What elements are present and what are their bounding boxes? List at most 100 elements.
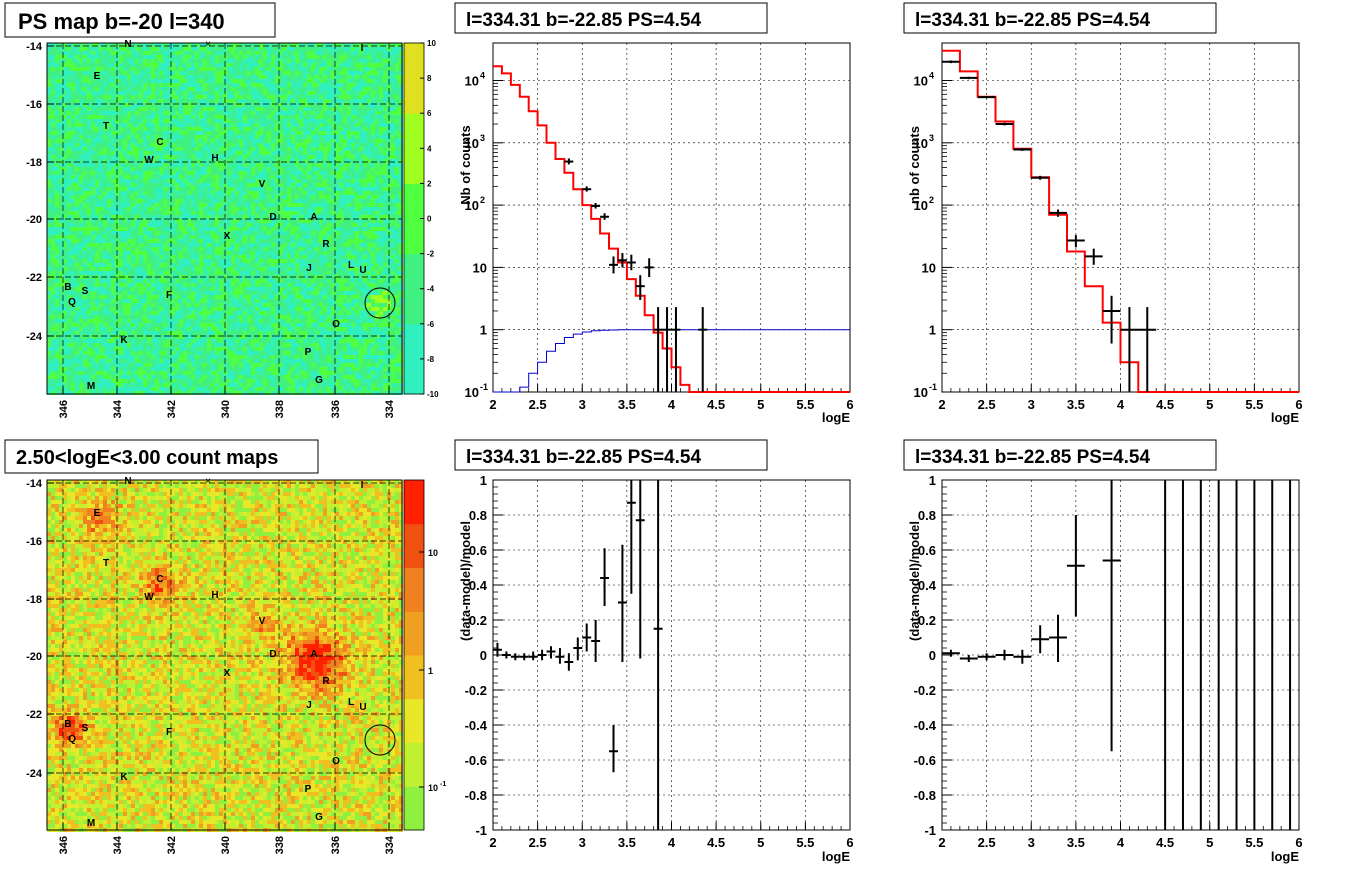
psmap-cell [51, 211, 55, 215]
psmap-cell [55, 95, 59, 99]
psmap-cell [175, 47, 179, 51]
psmap-cell [131, 103, 135, 107]
psmap-cell [343, 147, 347, 151]
psmap-cell [215, 207, 219, 211]
psmap-cell [183, 175, 187, 179]
psmap-cell [167, 171, 171, 175]
psmap-cell [267, 175, 271, 179]
psmap-cell [375, 51, 379, 55]
psmap-cell [339, 175, 343, 179]
psmap-cell [383, 131, 387, 135]
psmap-cell [195, 211, 199, 215]
psmap-cell [287, 187, 291, 191]
psmap-cell [255, 95, 259, 99]
psmap-cell [247, 95, 251, 99]
psmap-cell [119, 215, 123, 219]
psmap-cell [155, 203, 159, 207]
psmap-cell [171, 163, 175, 167]
psmap-cell [315, 87, 319, 91]
psmap-cell [227, 171, 231, 175]
psmap-cell [75, 159, 79, 163]
psmap-cell [47, 107, 51, 111]
psmap-cell [159, 231, 163, 235]
psmap-cell [183, 87, 187, 91]
psmap-cell [199, 43, 203, 47]
psmap-cell [99, 71, 103, 75]
psmap-cell [259, 95, 263, 99]
psmap-cell [267, 59, 271, 63]
psmap-cell [163, 91, 167, 95]
psmap-cell [363, 111, 367, 115]
psmap-cell [335, 179, 339, 183]
psmap-cell [211, 55, 215, 59]
spec2-ytick-exp: 3 [929, 133, 934, 143]
psmap-cell [331, 139, 335, 143]
psmap-cell [259, 127, 263, 131]
psmap-cell [287, 75, 291, 79]
psmap-cell [171, 79, 175, 83]
psmap-cell [151, 107, 155, 111]
psmap-cell [79, 227, 83, 231]
psmap-cell [95, 71, 99, 75]
psmap-cell [99, 151, 103, 155]
psmap-cell [167, 203, 171, 207]
psmap-cell [291, 127, 295, 131]
psmap-cell [295, 203, 299, 207]
psmap-cell [87, 167, 91, 171]
psmap-cell [63, 223, 67, 227]
psmap-cell [367, 175, 371, 179]
psmap-cell [111, 83, 115, 87]
psmap-cell [187, 143, 191, 147]
psmap-cell [71, 43, 75, 47]
psmap-cell [239, 83, 243, 87]
psmap-cell [207, 143, 211, 147]
psmap-cell [251, 135, 255, 139]
psmap-cell [395, 183, 399, 187]
psmap-cell [215, 115, 219, 119]
psmap-cell [163, 139, 167, 143]
psmap-cell [119, 187, 123, 191]
psmap-cell [295, 47, 299, 51]
psmap-cell [295, 107, 299, 111]
psmap-cell [279, 163, 283, 167]
psmap-cell [155, 227, 159, 231]
psmap-cell [339, 227, 343, 231]
psmap-cell [299, 207, 303, 211]
psmap-cell [251, 111, 255, 115]
psmap-cell [319, 111, 323, 115]
spec1-xtick-label: 4.5 [707, 397, 725, 412]
psmap-cell [347, 183, 351, 187]
psmap-cell [295, 83, 299, 87]
psmap-cell [271, 155, 275, 159]
psmap-cell [131, 63, 135, 67]
psmap-cell [131, 203, 135, 207]
psmap-cell [195, 103, 199, 107]
psmap-cell [87, 183, 91, 187]
psmap-cell [155, 211, 159, 215]
psmap-cell [99, 219, 103, 223]
psmap-cell [363, 55, 367, 59]
psmap-cell [155, 103, 159, 107]
psmap-cell [179, 99, 183, 103]
psmap-cell [243, 119, 247, 123]
psmap-cell [127, 107, 131, 111]
psmap-cell [371, 139, 375, 143]
psmap-cell [399, 67, 403, 71]
psmap-cell [211, 223, 215, 227]
psmap-cell [75, 215, 79, 219]
psmap-cell [139, 43, 143, 47]
psmap-cell [147, 123, 151, 127]
psmap-cell [367, 103, 371, 107]
psmap-cell [111, 103, 115, 107]
psmap-cell [95, 119, 99, 123]
psmap-cell [379, 147, 383, 151]
psmap-cell [299, 215, 303, 219]
psmap-cell [399, 171, 403, 175]
psmap-cell [327, 103, 331, 107]
psmap-cell [399, 147, 403, 151]
psmap-cell [243, 187, 247, 191]
psmap-cell [299, 171, 303, 175]
psmap-cell [183, 159, 187, 163]
spec1-ytick-label: 10 [465, 136, 479, 151]
